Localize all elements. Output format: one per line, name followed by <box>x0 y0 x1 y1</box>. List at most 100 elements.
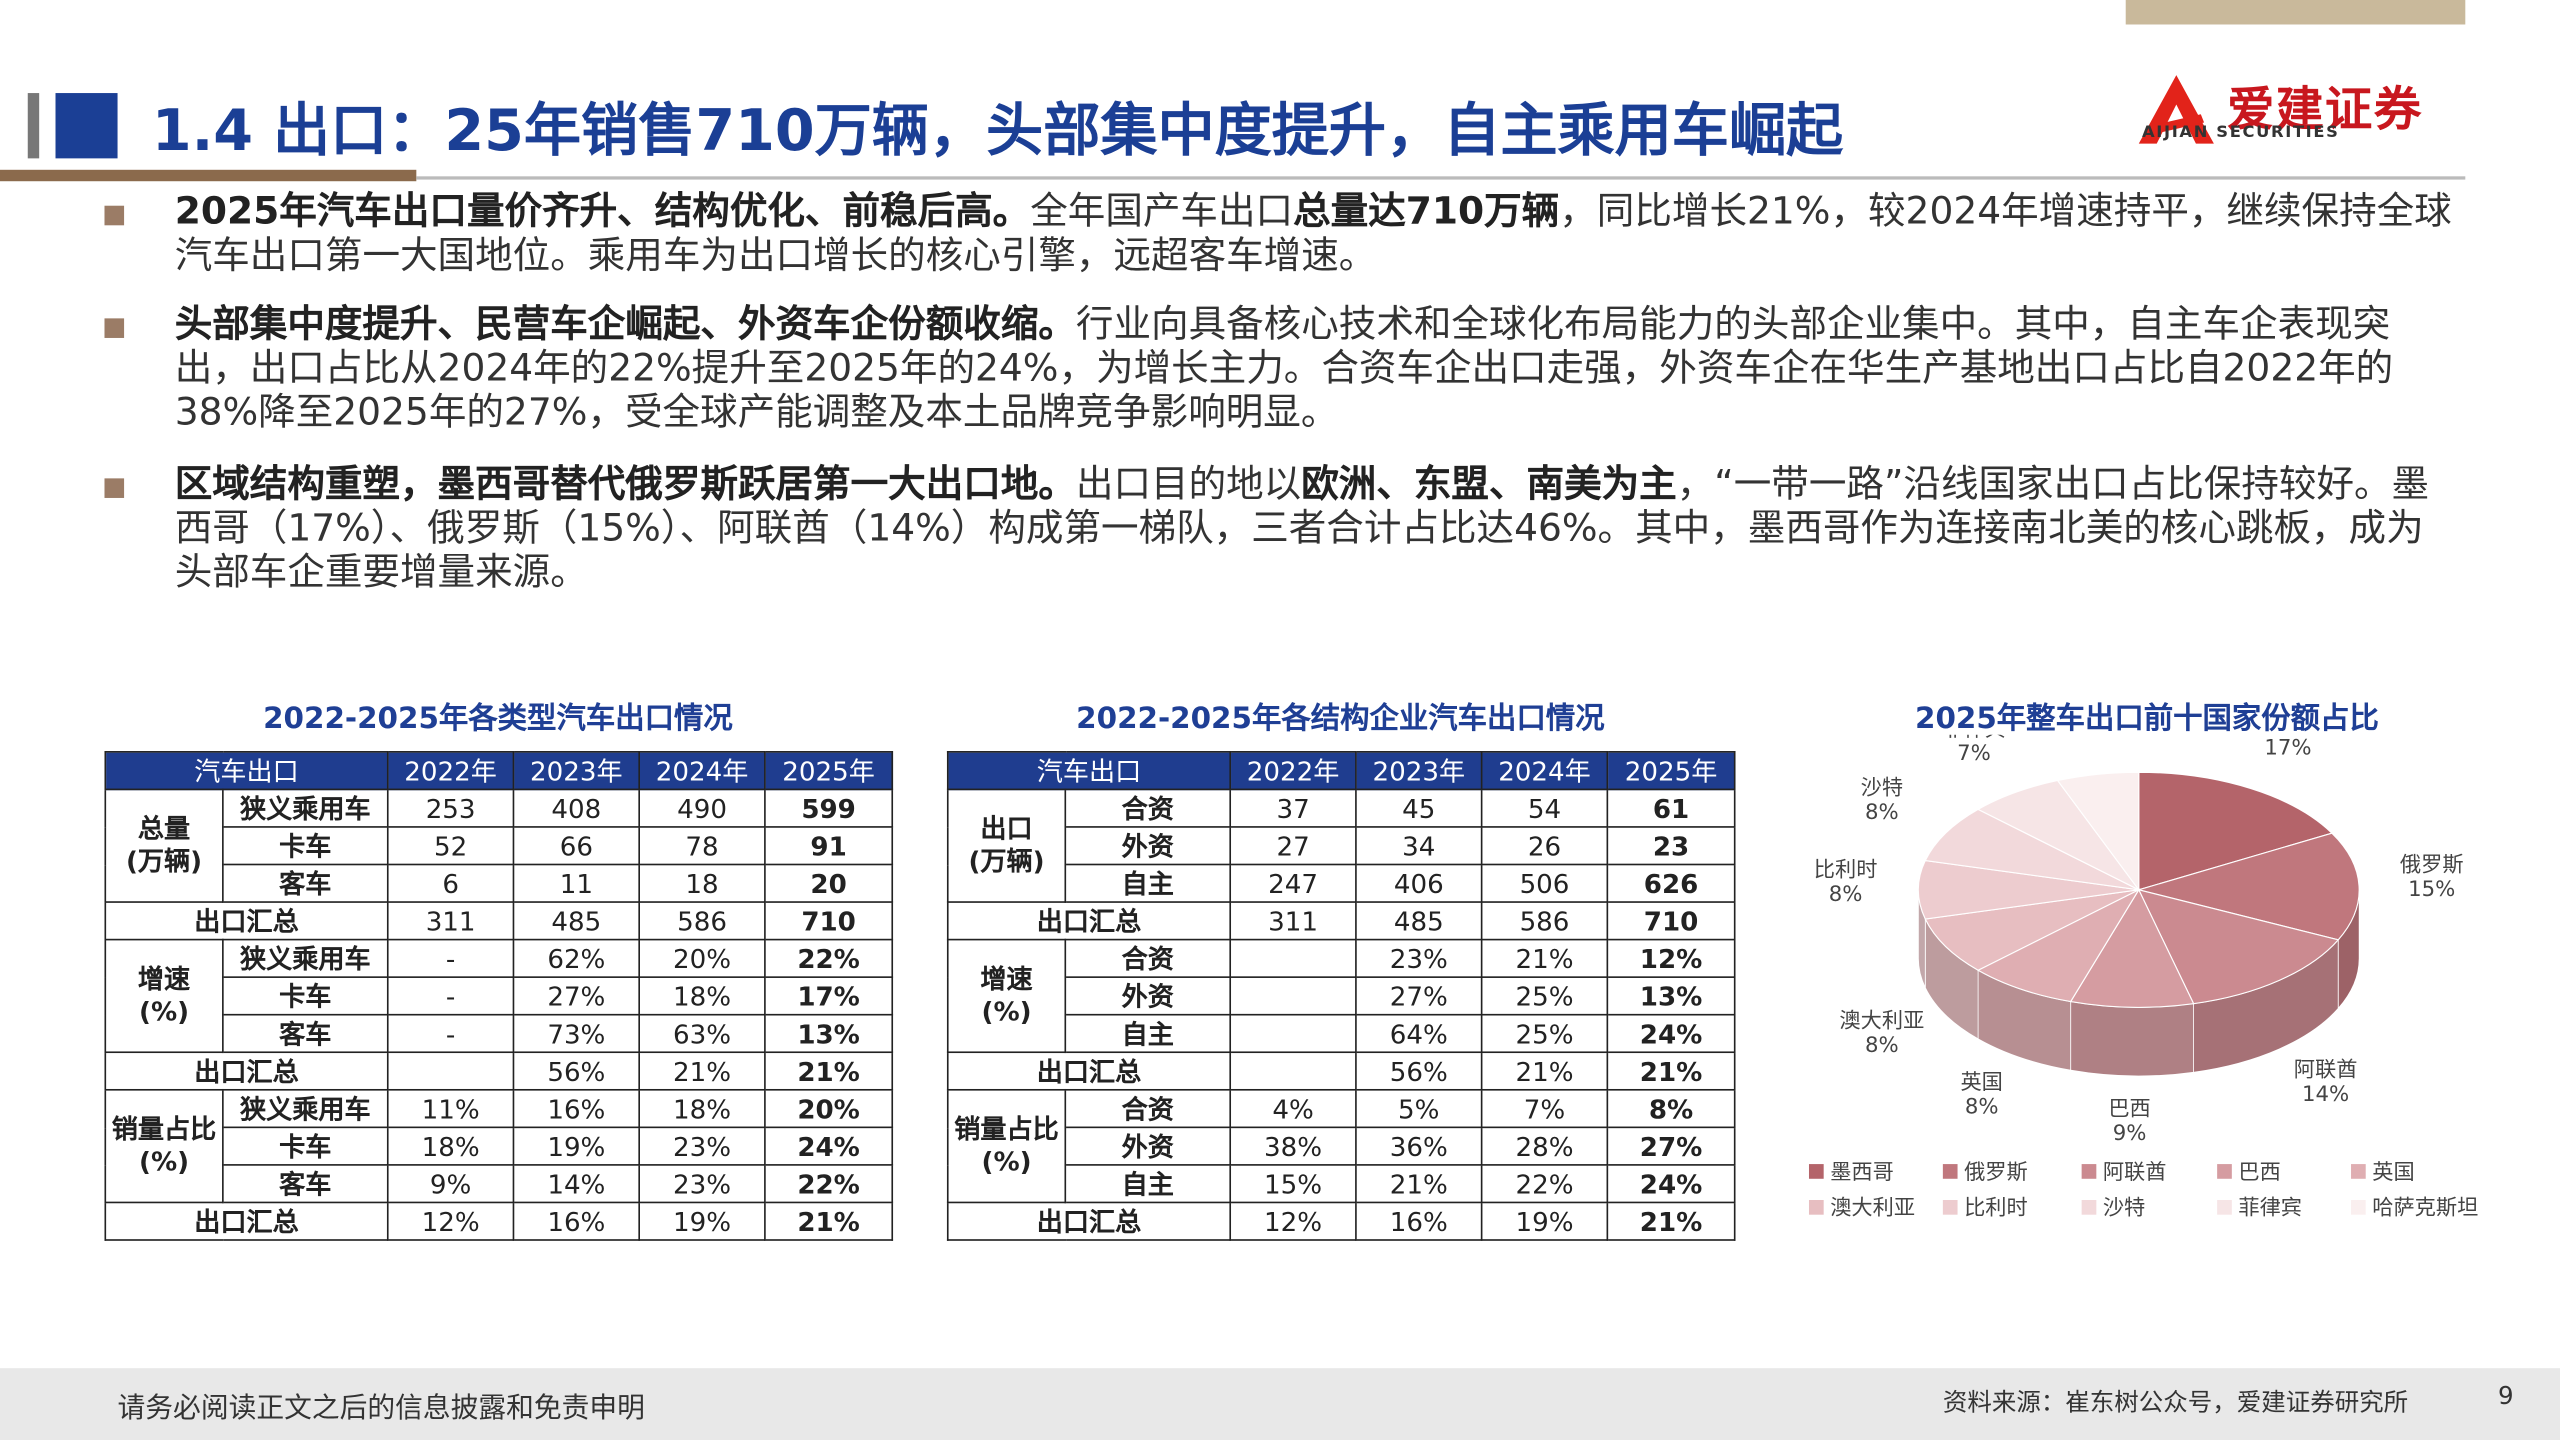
text-segment: 总量达710万辆 <box>1293 191 1560 234</box>
table-cell: 6 <box>386 863 515 903</box>
group-label-line: 总量 <box>137 813 191 845</box>
row-label: 合资 <box>1064 1088 1232 1129</box>
slice-label: 澳大利亚 <box>1839 1008 1924 1033</box>
row-label: 客车 <box>222 1013 389 1054</box>
legend-swatch <box>2351 1200 2366 1215</box>
bullet: 区域结构重塑，墨西哥替代俄罗斯跃居第一大出口地。出口目的地以欧洲、东盟、南美为主… <box>104 464 2455 596</box>
header-row: 汽车出口 2022年 2023年 2024年 2025年 <box>946 751 1736 791</box>
table-cell: 15% <box>1229 1164 1357 1204</box>
table-cell: 11 <box>512 863 641 903</box>
total-row: 出口汇总 12% 16% 19% 21% <box>946 1201 1736 1241</box>
slide-title: 1.4 出口：25年销售710万辆，头部集中度提升，自主乘用车崛起 <box>151 99 1844 165</box>
table-cell: 24% <box>1606 1164 1736 1204</box>
group-label-line: (万辆) <box>125 845 203 877</box>
table-cell: 24% <box>764 1126 894 1166</box>
table-row: 卡车 -27% 18% 17% <box>105 976 894 1016</box>
total-label: 出口汇总 <box>946 1201 1232 1241</box>
group-label-line: 销量占比 <box>954 1113 1059 1145</box>
table-cell: 45 <box>1355 788 1483 828</box>
slice-label: 墨西哥 <box>2256 735 2320 736</box>
table-cell: 38% <box>1229 1126 1357 1166</box>
legend-label: 比利时 <box>1964 1196 2028 1221</box>
table-cell: - <box>386 1013 515 1054</box>
table-cell: 21% <box>764 1201 894 1241</box>
table-cell: 12% <box>1606 938 1736 978</box>
table-title: 2022-2025年各结构企业汽车出口情况 <box>1076 702 1605 737</box>
table-cell: 485 <box>1355 901 1483 941</box>
row-label: 客车 <box>222 863 389 903</box>
table-cell: 36% <box>1355 1126 1483 1166</box>
slice-value: 9% <box>2113 1121 2147 1146</box>
table-cell: 27% <box>512 976 641 1016</box>
text-segment: ，“一带一路”沿线国家出口占比保持较好。墨西哥（17%）、俄罗斯（15%）、阿联… <box>174 463 2430 595</box>
legend-swatch <box>1942 1164 1958 1179</box>
pie-slice <box>1917 859 2139 920</box>
table-cell: 12% <box>1229 1201 1357 1241</box>
header-cell: 2024年 <box>1480 751 1609 791</box>
table-cell: 18% <box>638 1088 766 1129</box>
row-label: 合资 <box>1064 938 1232 978</box>
table-cell <box>1229 1013 1357 1054</box>
table-row: 自主 64% 25% 24% <box>948 1013 1736 1054</box>
table-cell: 25% <box>1480 1013 1609 1054</box>
row-label: 外资 <box>1064 1126 1232 1166</box>
table-cell: 311 <box>1229 901 1357 941</box>
header-row: 汽车出口 2022年 2023年 2024年 2025年 <box>104 751 894 791</box>
table-cell: 23 <box>1606 826 1736 866</box>
header-cell: 2022年 <box>1229 751 1357 791</box>
table-cell: 20 <box>764 863 894 903</box>
table-cell: 599 <box>764 788 894 828</box>
legend-label: 巴西 <box>2238 1160 2280 1185</box>
table-cell: 18% <box>638 976 766 1016</box>
table-cell: 66 <box>512 826 641 866</box>
table-cell: 28% <box>1480 1126 1609 1166</box>
table-cell: 78 <box>638 826 766 866</box>
table-cell <box>386 1051 515 1091</box>
group-label: 增速 (%) <box>946 938 1067 1054</box>
legend-swatch <box>2081 1200 2097 1215</box>
header-rule <box>0 169 417 182</box>
pie-slice <box>2069 888 2195 1008</box>
table-row: 客车 9% 14% 23% 22% <box>105 1164 894 1204</box>
group-label: 销量占比 (%) <box>946 1088 1067 1204</box>
data-table: 汽车出口 2022年 2023年 2024年 2025年 总量 (万辆) 狭义乘用车 253 40… <box>104 751 894 1241</box>
logo-name: 爱建证券 <box>2226 81 2423 138</box>
table-row: 外资 38% 36% 28% 27% <box>948 1126 1736 1166</box>
table-cell: 73% <box>512 1013 641 1054</box>
table-cell: 710 <box>1606 901 1736 941</box>
table-cell: 17% <box>764 976 894 1016</box>
logo-subtitle: AIJIAN SECURITIES <box>2142 124 2340 143</box>
total-label: 出口汇总 <box>104 901 389 941</box>
header-cell: 2025年 <box>1606 751 1736 791</box>
group-label: 增速 (%) <box>104 938 224 1054</box>
footer: 请务必阅读正文之后的信息披露和免责申明 资料来源：崔东树公众号，爱建证券研究所 … <box>0 1368 2560 1440</box>
table-cell: 56% <box>512 1051 641 1091</box>
table-row: 卡车 18% 19% 23% 24% <box>105 1126 894 1166</box>
table-cell: 586 <box>638 901 766 941</box>
pie-slice <box>2137 888 2340 1005</box>
legend-label: 菲律宾 <box>2238 1196 2302 1221</box>
group-label-line: 增速 <box>137 963 191 995</box>
table-cell: 11% <box>386 1088 515 1129</box>
slice-side <box>2070 1001 2194 1077</box>
header-cell: 汽车出口 <box>104 751 389 791</box>
total-row: 出口汇总 56% 21% 21% <box>104 1051 894 1091</box>
legend-label: 哈萨克斯坦 <box>2372 1196 2478 1221</box>
slice-value: 7% <box>1957 741 1991 766</box>
table-cell: 408 <box>512 788 641 828</box>
table-cell: 311 <box>386 901 515 941</box>
table-cell: 19% <box>638 1201 766 1241</box>
legend-swatch <box>1808 1164 1824 1179</box>
table-cell: 16% <box>1355 1201 1483 1241</box>
slice-value: 17% <box>2264 736 2311 761</box>
table-row: 增速 (%) 合资 23% 21% 12% <box>946 938 1736 1054</box>
legend-swatch <box>1808 1200 1824 1215</box>
row-label: 自主 <box>1064 1164 1232 1204</box>
pie-chart: 墨西哥17%俄罗斯15%阿联酋14%巴西9%英国8%澳大利亚8%比利时8%沙特8… <box>1808 735 2478 1221</box>
table-cell: 21% <box>1355 1164 1483 1204</box>
top-accent <box>2125 0 2466 25</box>
table-cell: 25% <box>1480 976 1609 1016</box>
title-marker <box>55 93 118 159</box>
slice-value: 6% <box>2067 735 2101 740</box>
table-cell: 62% <box>512 938 641 978</box>
